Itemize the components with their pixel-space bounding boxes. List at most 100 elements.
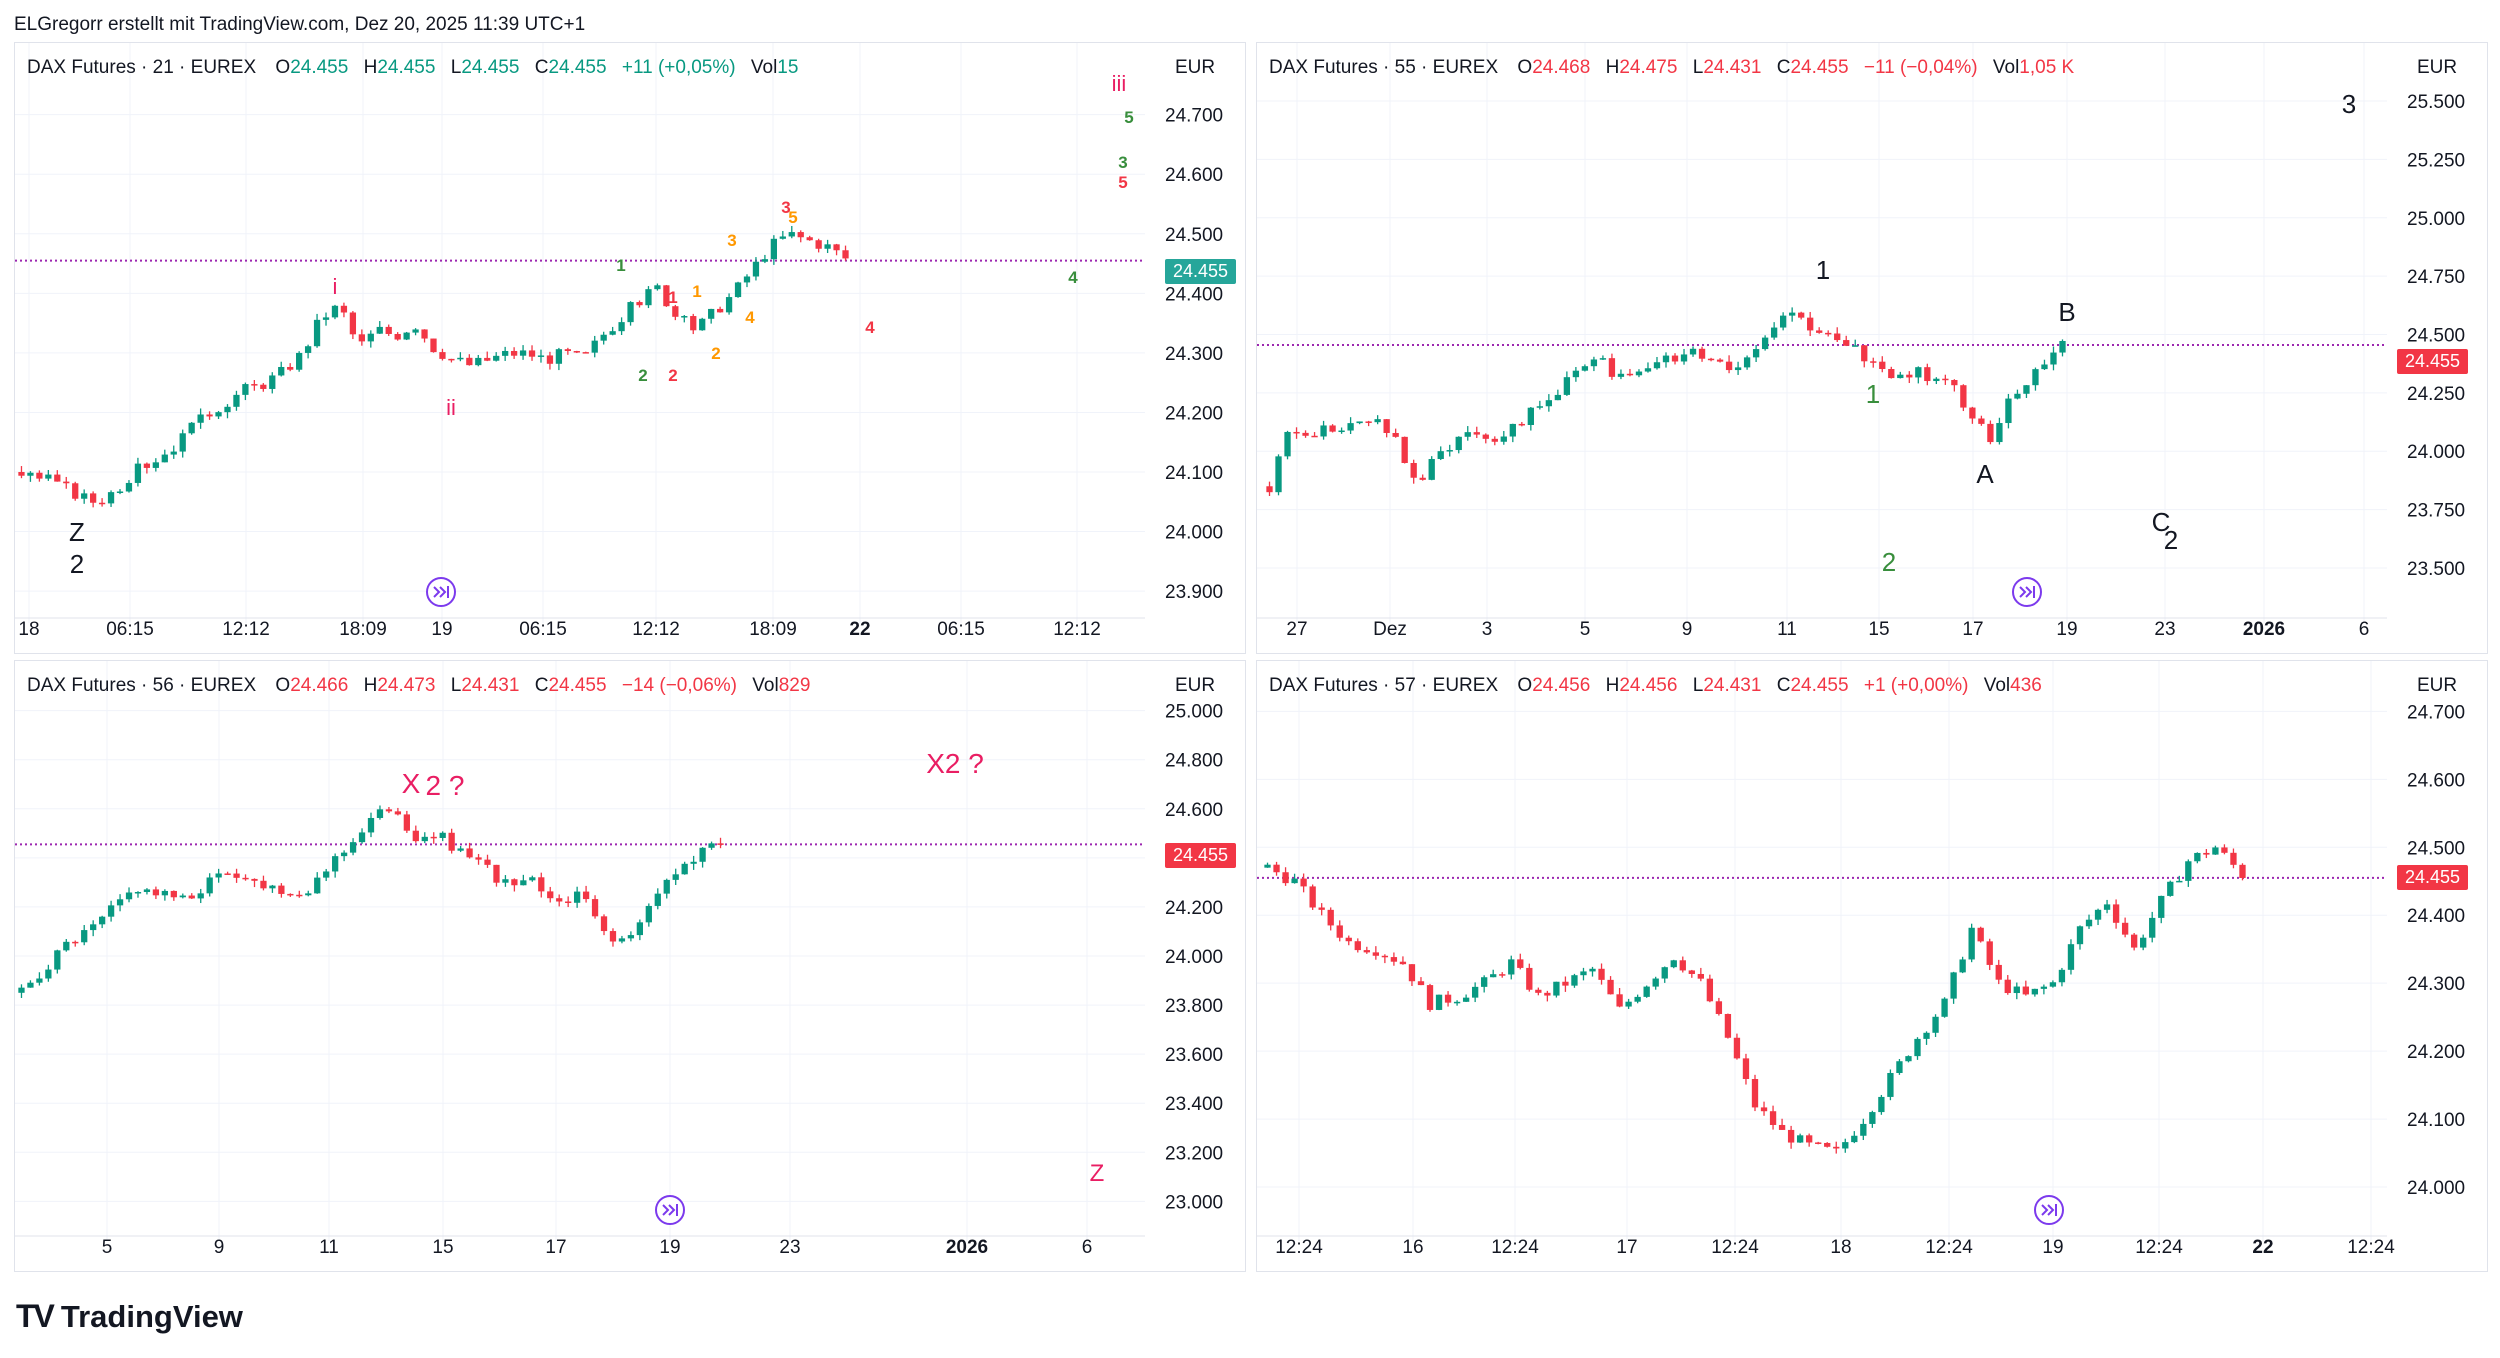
- candle-body[interactable]: [99, 916, 106, 925]
- candle-body[interactable]: [475, 357, 482, 366]
- candle-body[interactable]: [1608, 358, 1616, 377]
- jump-to-realtime-icon[interactable]: [2012, 577, 2042, 607]
- candle-body[interactable]: [1778, 1124, 1786, 1130]
- candle-body[interactable]: [1807, 317, 1814, 331]
- candle-body[interactable]: [18, 987, 25, 993]
- candle-body[interactable]: [1437, 451, 1444, 460]
- symbol-title[interactable]: DAX Futures · 21 · EUREX: [27, 57, 257, 78]
- candle-body[interactable]: [45, 969, 52, 979]
- candle-body[interactable]: [1760, 1107, 1768, 1112]
- candle-body[interactable]: [1419, 477, 1426, 480]
- candle-body[interactable]: [36, 978, 43, 983]
- candle-body[interactable]: [1417, 981, 1425, 986]
- candle-body[interactable]: [179, 433, 186, 452]
- candle-body[interactable]: [403, 332, 410, 340]
- candle-body[interactable]: [1462, 997, 1470, 1002]
- candle-body[interactable]: [1481, 977, 1488, 987]
- candle-body[interactable]: [1842, 1142, 1849, 1149]
- candle-body[interactable]: [699, 847, 706, 862]
- candle-body[interactable]: [1959, 959, 1966, 973]
- candle-body[interactable]: [1688, 970, 1695, 974]
- candle-body[interactable]: [1572, 370, 1580, 378]
- candle-body[interactable]: [2121, 922, 2129, 935]
- candle-body[interactable]: [1978, 418, 1985, 424]
- candle-body[interactable]: [1464, 432, 1471, 437]
- candle-body[interactable]: [842, 250, 849, 259]
- candle-body[interactable]: [1986, 941, 1993, 965]
- candle-body[interactable]: [63, 481, 70, 484]
- jump-to-realtime-icon[interactable]: [655, 1195, 685, 1225]
- candle-body[interactable]: [770, 238, 778, 260]
- candle-body[interactable]: [394, 333, 401, 340]
- candle-body[interactable]: [1491, 438, 1498, 442]
- candle-body[interactable]: [618, 938, 626, 942]
- candle-body[interactable]: [134, 892, 142, 894]
- candle-body[interactable]: [645, 905, 652, 923]
- candle-body[interactable]: [197, 414, 204, 423]
- candle-body[interactable]: [54, 950, 61, 970]
- candle-body[interactable]: [573, 351, 580, 353]
- candle-body[interactable]: [457, 848, 464, 851]
- candle-body[interactable]: [609, 931, 617, 942]
- candle-body[interactable]: [1363, 950, 1370, 953]
- candle-body[interactable]: [152, 889, 160, 896]
- candle-body[interactable]: [1500, 436, 1507, 442]
- candle-body[interactable]: [331, 305, 339, 318]
- candle-body[interactable]: [1563, 377, 1571, 395]
- currency-label[interactable]: EUR: [1175, 57, 1216, 78]
- candle-body[interactable]: [636, 302, 643, 306]
- candle-body[interactable]: [582, 352, 589, 354]
- candle-body[interactable]: [734, 282, 742, 298]
- candle-body[interactable]: [340, 852, 348, 857]
- candle-body[interactable]: [1275, 456, 1282, 493]
- candle-body[interactable]: [1742, 1058, 1750, 1080]
- candle-body[interactable]: [466, 848, 473, 858]
- candle-body[interactable]: [2176, 880, 2183, 883]
- candle-body[interactable]: [672, 874, 679, 880]
- candle-body[interactable]: [484, 859, 491, 865]
- candle-body[interactable]: [1499, 974, 1506, 976]
- candle-body[interactable]: [591, 340, 598, 353]
- candle-body[interactable]: [1616, 994, 1623, 1007]
- candle-body[interactable]: [1707, 358, 1715, 361]
- candle-body[interactable]: [2023, 385, 2030, 394]
- candle-body[interactable]: [2004, 979, 2011, 994]
- candle-body[interactable]: [1607, 979, 1614, 995]
- candle-body[interactable]: [63, 941, 70, 951]
- candle-body[interactable]: [2185, 861, 2192, 881]
- candle-body[interactable]: [1680, 354, 1688, 362]
- candle-body[interactable]: [2239, 864, 2246, 878]
- candle-body[interactable]: [1923, 1032, 1930, 1039]
- candle-body[interactable]: [1987, 423, 1994, 443]
- candle-body[interactable]: [269, 375, 276, 389]
- candle-body[interactable]: [1635, 371, 1643, 376]
- candle-body[interactable]: [1977, 927, 1984, 942]
- candle-body[interactable]: [107, 492, 115, 504]
- candle-body[interactable]: [1851, 1135, 1858, 1143]
- candle-body[interactable]: [412, 329, 419, 333]
- candle-body[interactable]: [1787, 1129, 1795, 1143]
- candle-body[interactable]: [116, 899, 124, 906]
- candle-body[interactable]: [1553, 981, 1560, 996]
- candle-body[interactable]: [1392, 432, 1399, 437]
- candle-body[interactable]: [1933, 378, 1940, 382]
- candle-body[interactable]: [1293, 431, 1300, 434]
- candle-body[interactable]: [1554, 394, 1562, 401]
- candle-body[interactable]: [287, 366, 294, 370]
- candle-body[interactable]: [833, 244, 840, 251]
- candle-body[interactable]: [681, 316, 688, 318]
- candle-body[interactable]: [2158, 895, 2165, 918]
- candle-body[interactable]: [681, 863, 688, 875]
- currency-label[interactable]: EUR: [2417, 675, 2458, 696]
- candle-body[interactable]: [1444, 994, 1452, 1003]
- candle-body[interactable]: [645, 289, 652, 306]
- candle-body[interactable]: [1617, 373, 1625, 377]
- candle-body[interactable]: [1536, 406, 1543, 408]
- candle-body[interactable]: [708, 843, 715, 848]
- candle-body[interactable]: [519, 350, 527, 356]
- candle-body[interactable]: [188, 895, 195, 899]
- candle-body[interactable]: [1896, 1061, 1903, 1073]
- candle-body[interactable]: [1860, 1123, 1867, 1136]
- candle-body[interactable]: [260, 384, 267, 389]
- candle-body[interactable]: [618, 322, 625, 332]
